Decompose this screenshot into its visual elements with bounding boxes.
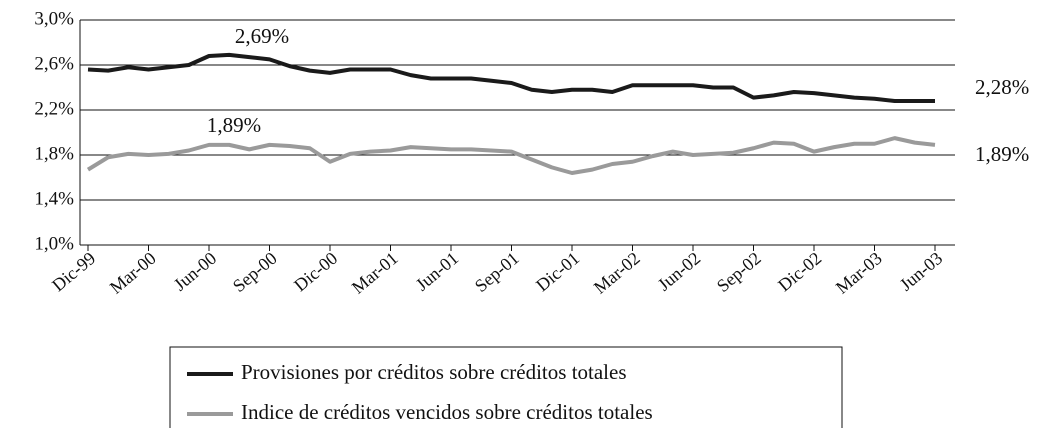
x-tick-label: Jun-03	[896, 248, 946, 295]
legend-label: Provisiones por créditos sobre créditos …	[241, 360, 627, 384]
series-line	[86, 136, 936, 175]
y-tick-label: 3,0%	[34, 8, 74, 29]
y-tick-label: 2,2%	[34, 98, 74, 119]
x-tick-label: Mar-00	[106, 248, 160, 298]
x-tick-label: Mar-02	[590, 248, 644, 298]
x-tick-label: Dic-01	[532, 248, 583, 295]
legend-box	[169, 346, 843, 428]
x-tick-label: Jun-00	[170, 248, 220, 295]
x-tick-label: Jun-02	[654, 248, 704, 295]
annotation: 1,89%	[207, 113, 261, 137]
x-tick-label: Mar-03	[832, 248, 886, 298]
x-tick-label: Dic-00	[290, 248, 341, 295]
x-tick-label: Dic-99	[48, 248, 99, 295]
x-tick-label: Jun-01	[412, 248, 462, 295]
y-tick-label: 1,0%	[34, 233, 74, 254]
x-tick-label: Sep-02	[713, 248, 765, 296]
legend-label: Indice de créditos vencidos sobre crédit…	[241, 400, 653, 424]
y-tick-label: 1,8%	[34, 143, 74, 164]
annotation: 2,28%	[975, 75, 1029, 99]
y-tick-label: 2,6%	[34, 53, 74, 74]
x-tick-label: Sep-01	[471, 248, 523, 296]
x-tick-label: Sep-00	[229, 248, 281, 296]
y-tick-label: 1,4%	[34, 188, 74, 209]
series-line	[87, 52, 935, 103]
annotation: 1,89%	[975, 142, 1029, 166]
x-tick-label: Mar-01	[348, 248, 402, 298]
annotation: 2,69%	[235, 24, 289, 48]
x-tick-label: Dic-02	[774, 248, 825, 295]
